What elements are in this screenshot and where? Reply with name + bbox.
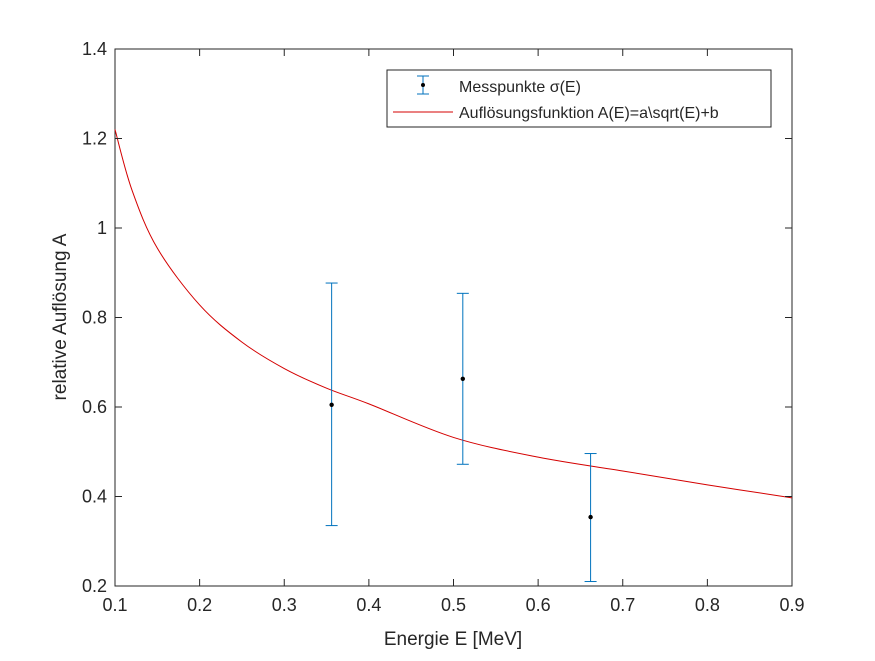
y-tick-label: 1 bbox=[97, 218, 107, 238]
y-tick-label: 0.4 bbox=[82, 487, 107, 507]
x-axis-label: Energie E [MeV] bbox=[384, 629, 522, 650]
y-tick-label: 0.8 bbox=[82, 308, 107, 328]
legend-box bbox=[386, 69, 772, 128]
x-tick-label: 0.2 bbox=[187, 595, 212, 615]
x-tick-label: 0.5 bbox=[441, 595, 466, 615]
data-point bbox=[460, 376, 466, 382]
points-layer bbox=[325, 282, 597, 583]
curve-layer bbox=[114, 129, 793, 499]
x-tick-label: 0.4 bbox=[356, 595, 381, 615]
y-tick-label: 1.2 bbox=[82, 129, 107, 149]
x-tick-label: 0.1 bbox=[102, 595, 127, 615]
legend: Messpunkte σ(E) Auflösungsfunktion A(E)=… bbox=[386, 69, 772, 128]
data-point bbox=[329, 402, 334, 407]
x-tick-label: 0.7 bbox=[610, 595, 635, 615]
x-tick-label: 0.9 bbox=[779, 595, 804, 615]
x-tick-label: 0.8 bbox=[695, 595, 720, 615]
legend-label-function: Auflösungsfunktion A(E)=a\sqrt(E)+b bbox=[459, 105, 719, 122]
ticks-layer: 0.1 0.2 0.3 0.4 0.5 0.6 0.7 0.8 0.90.20.40.60.81… bbox=[82, 39, 805, 615]
y-tick-label: 0.2 bbox=[82, 576, 107, 596]
y-tick-label: 1.4 bbox=[82, 39, 107, 59]
x-tick-label: 0.6 bbox=[526, 595, 551, 615]
plot-area bbox=[115, 49, 792, 586]
legend-errorbar-symbol bbox=[417, 75, 429, 95]
x-tick-label: 0.3 bbox=[272, 595, 297, 615]
y-tick-label: 0.6 bbox=[82, 397, 107, 417]
y-axis-label: relative Auflösung A bbox=[50, 233, 71, 400]
data-point bbox=[588, 514, 593, 520]
legend-label-measurements: Messpunkte σ(E) bbox=[459, 79, 581, 96]
fit-curve bbox=[114, 129, 793, 499]
